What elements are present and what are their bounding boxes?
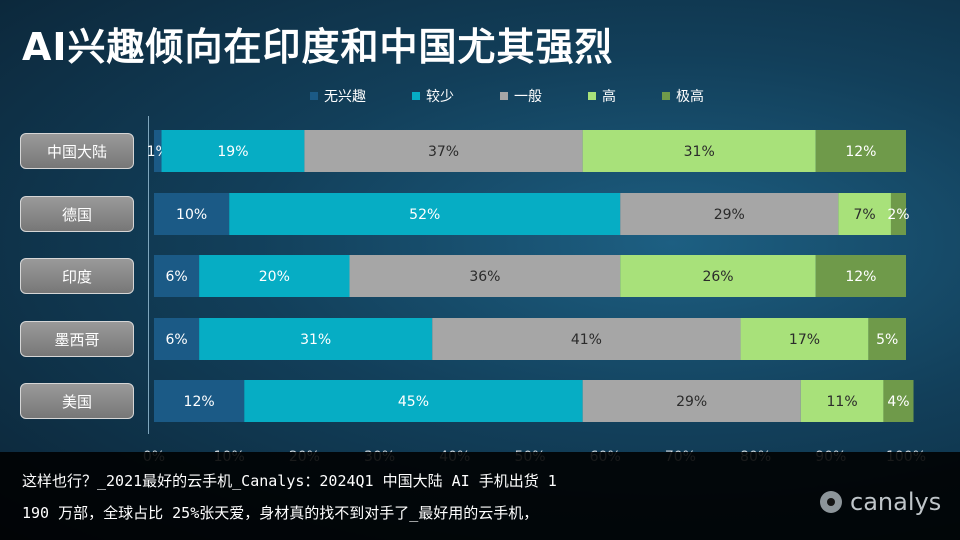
chart-title: AI兴趣倾向在印度和中国尤其强烈 (22, 25, 614, 69)
category-label: 德国 (20, 196, 134, 232)
caption-line-2: 190 万部，全球占比 25%张天爱，身材真的找不到对手了_最好用的云手机， (22, 504, 539, 522)
bar-segment (838, 193, 891, 235)
data-label: 2% (887, 207, 909, 223)
data-label: 6% (165, 332, 187, 348)
data-label: 31% (684, 144, 715, 160)
bar-segment (244, 380, 583, 422)
data-label: 52% (409, 207, 440, 223)
legend-label: 较少 (426, 89, 454, 105)
bar-segment (815, 130, 906, 172)
bar-segment (154, 380, 245, 422)
caption-overlay: 这样也行？_2021最好的云手机_Canalys：2024Q1 中国大陆 AI … (0, 452, 960, 540)
data-label: 29% (714, 207, 745, 223)
bar-segment (815, 255, 906, 297)
bar-segment (890, 193, 906, 235)
data-label: 20% (259, 269, 290, 285)
legend-label: 高 (602, 89, 616, 105)
legend-item: 较少 (412, 86, 454, 106)
data-label: 26% (702, 269, 733, 285)
y-axis-line (148, 116, 149, 434)
data-label: 12% (845, 144, 876, 160)
bar-segment (582, 380, 801, 422)
bar-segment (199, 255, 350, 297)
data-label: 31% (300, 332, 331, 348)
bar-segment (161, 130, 305, 172)
legend: 无兴趣 较少 一般 高 极高 (310, 86, 704, 106)
data-label: 36% (469, 269, 500, 285)
category-label: 印度 (20, 258, 134, 294)
bar-segment (349, 255, 621, 297)
logo-text: canalys (850, 488, 942, 516)
legend-label: 极高 (676, 89, 704, 105)
data-label: 17% (789, 332, 820, 348)
bar-segment (229, 193, 621, 235)
legend-item: 高 (588, 86, 616, 106)
bar-segment (620, 193, 839, 235)
data-label: 6% (165, 269, 187, 285)
legend-item: 极高 (662, 86, 704, 106)
legend-swatch (500, 92, 508, 100)
bar-segment (154, 130, 162, 172)
legend-swatch (412, 92, 420, 100)
data-label: 4% (887, 394, 909, 410)
bar-segment (620, 255, 816, 297)
data-label: 7% (854, 207, 876, 223)
data-label: 5% (876, 332, 898, 348)
data-label: 12% (845, 269, 876, 285)
bar-segment (154, 193, 230, 235)
legend-swatch (588, 92, 596, 100)
data-label: 12% (184, 394, 215, 410)
bar-segment (868, 318, 906, 360)
data-label: 45% (398, 394, 429, 410)
logo-mark-icon (820, 491, 842, 513)
bar-segment (582, 130, 816, 172)
bar-segment (199, 318, 433, 360)
data-label: 41% (571, 332, 602, 348)
data-label: 10% (176, 207, 207, 223)
legend-item: 无兴趣 (310, 86, 366, 106)
category-label: 墨西哥 (20, 321, 134, 357)
legend-swatch (662, 92, 670, 100)
bar-segment (800, 380, 884, 422)
bar-segment (304, 130, 583, 172)
category-label: 美国 (20, 383, 134, 419)
bar-segment (883, 380, 914, 422)
legend-label: 无兴趣 (324, 89, 366, 105)
bar-segment (154, 255, 200, 297)
caption-line-1: 这样也行？_2021最好的云手机_Canalys：2024Q1 中国大陆 AI … (22, 472, 557, 490)
canalys-logo: canalys (820, 488, 941, 516)
bar-segment (432, 318, 741, 360)
legend-label: 一般 (514, 89, 542, 105)
data-label: 11% (827, 394, 858, 410)
data-label: 19% (217, 144, 248, 160)
bar-segment (154, 318, 200, 360)
legend-swatch (310, 92, 318, 100)
bar-segment (740, 318, 869, 360)
data-label: 37% (428, 144, 459, 160)
data-label: 29% (676, 394, 707, 410)
legend-item: 一般 (500, 86, 542, 106)
category-label: 中国大陆 (20, 133, 134, 169)
